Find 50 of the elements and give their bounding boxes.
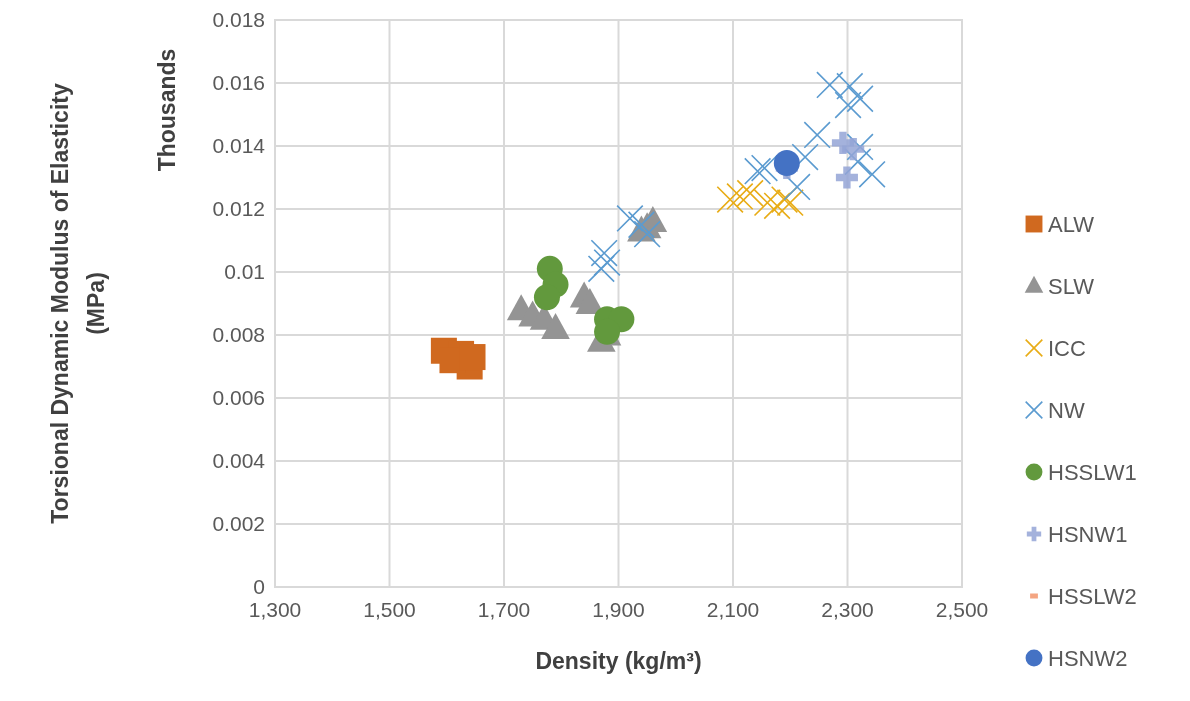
point [590,239,618,267]
point [816,71,844,99]
text: Thousands [154,48,180,172]
x-tick-label: 2,300 [821,598,874,621]
point [633,220,661,248]
y-tick-label: 0.018 [212,8,265,31]
point [716,185,744,214]
x-tick-label: 1,900 [592,598,645,621]
point [616,204,644,233]
y-tick-label: 0.014 [212,134,266,157]
x-tick-label: 1,700 [477,598,531,621]
x-tick-label: 1,500 [363,598,416,621]
point [763,192,791,220]
x-tick-label: 2,500 [935,598,989,621]
y-tick-label: 0.012 [212,197,265,220]
point [858,160,886,188]
point [836,72,864,100]
y-axis-title: Torsional Dynamic Modulus of Elasticity (MPa) [47,83,109,524]
legend-label: ALW [1048,212,1095,237]
legend-label: ICC [1048,336,1086,361]
point [783,173,811,201]
point [773,150,800,177]
point [842,138,865,161]
point [803,121,831,149]
legend-label: HSNW1 [1048,522,1128,547]
point [593,248,621,277]
point [533,284,560,311]
y-tick-label: 0.01 [224,260,265,283]
y-tick-label: 0.004 [212,449,266,472]
legend-label: SLW [1048,274,1095,299]
legend-label: NW [1048,398,1085,423]
y-tick-label: 0.016 [212,71,265,94]
legend-label: HSSLW1 [1048,460,1137,485]
y-tick-label: 0.006 [212,386,265,409]
x-tick-label: 2,100 [706,598,760,621]
legend-label: HSSLW2 [1048,584,1137,609]
point [835,166,858,189]
point [587,255,615,283]
point [846,85,874,113]
legend-label: HSNW2 [1048,646,1128,671]
point [736,179,764,207]
x-tick-label: 1,300 [248,598,302,621]
point [726,182,754,211]
y-tick-label: 0 [253,575,265,598]
x-axis-title: Density (kg/m³) [535,648,702,674]
point [834,91,862,119]
point [743,157,772,185]
y-tick-label: 0.002 [212,512,265,535]
point [750,154,779,182]
y-tick-label: 0.008 [212,323,265,346]
